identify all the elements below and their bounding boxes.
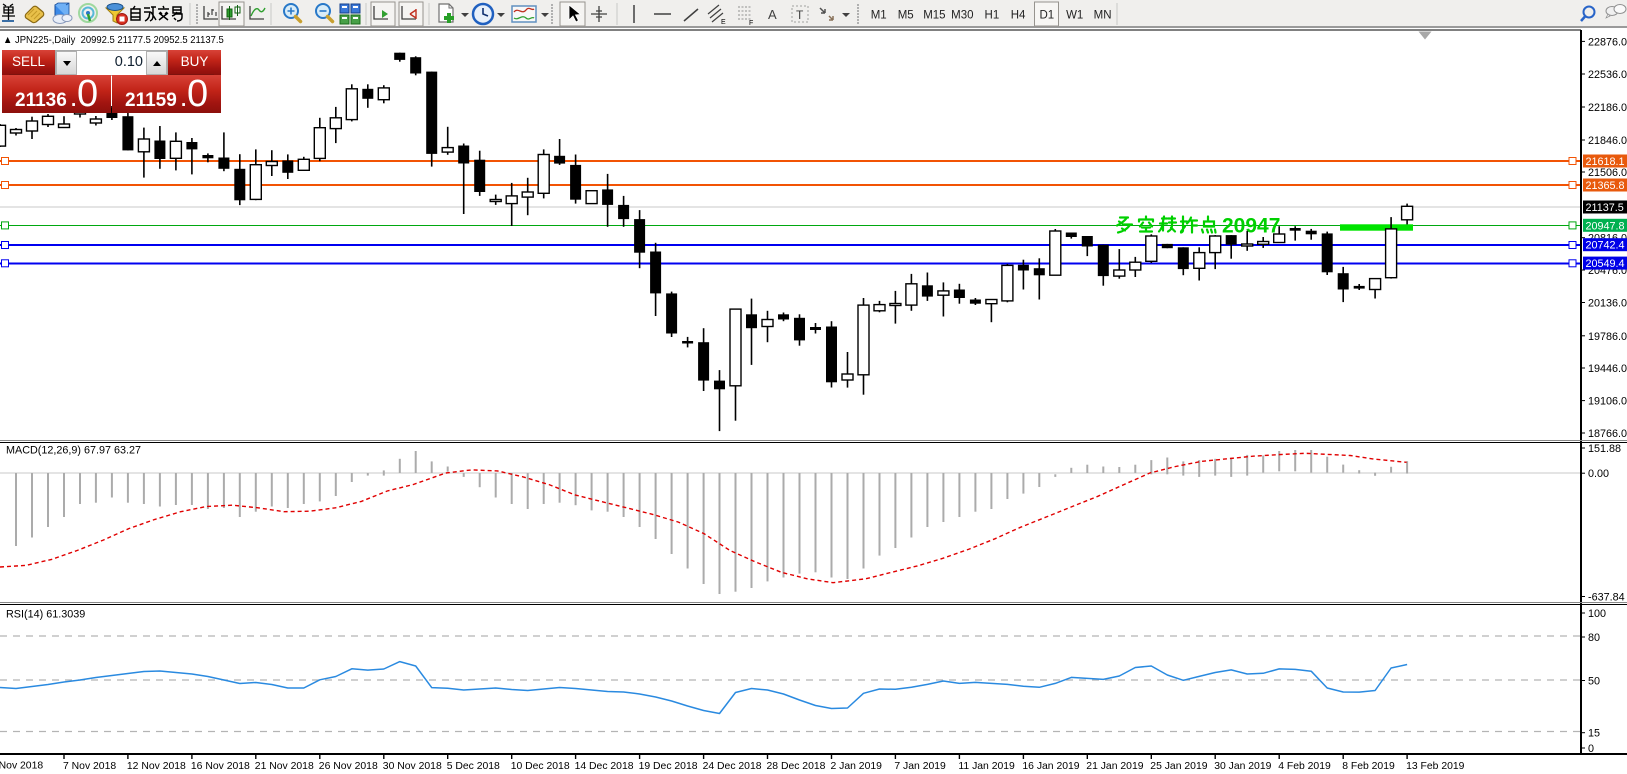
svg-text:D1: D1 xyxy=(1039,10,1054,22)
svg-text:7 Jan 2019: 7 Jan 2019 xyxy=(894,761,946,772)
svg-text:19786.0: 19786.0 xyxy=(1588,331,1627,343)
svg-text:20947.8: 20947.8 xyxy=(1586,220,1625,232)
svg-text:21 Jan 2019: 21 Jan 2019 xyxy=(1086,761,1143,772)
svg-text:A: A xyxy=(768,7,777,22)
svg-text:20136.0: 20136.0 xyxy=(1588,298,1627,310)
svg-text:M15: M15 xyxy=(923,10,945,22)
svg-text:0.00: 0.00 xyxy=(1588,468,1609,480)
svg-text:MN: MN xyxy=(1094,10,1112,22)
svg-text:20549.4: 20549.4 xyxy=(1586,258,1625,270)
svg-text:12 Nov 2018: 12 Nov 2018 xyxy=(127,761,186,772)
svg-text:21618.1: 21618.1 xyxy=(1586,156,1625,168)
svg-text:22876.0: 22876.0 xyxy=(1588,36,1627,48)
svg-text:11 Jan 2019: 11 Jan 2019 xyxy=(958,761,1015,772)
svg-text:30 Nov 2018: 30 Nov 2018 xyxy=(383,761,442,772)
svg-text:20742.4: 20742.4 xyxy=(1586,240,1625,252)
svg-text:18766.0: 18766.0 xyxy=(1588,428,1627,440)
svg-text:19 Dec 2018: 19 Dec 2018 xyxy=(639,761,698,772)
svg-text:F: F xyxy=(749,20,753,27)
svg-text:H1: H1 xyxy=(985,10,1000,22)
svg-text:80: 80 xyxy=(1588,632,1600,644)
svg-text:13 Feb 2019: 13 Feb 2019 xyxy=(1406,761,1465,772)
svg-text:4 Feb 2019: 4 Feb 2019 xyxy=(1278,761,1331,772)
svg-text:22186.0: 22186.0 xyxy=(1588,102,1627,114)
svg-text:W1: W1 xyxy=(1066,10,1083,22)
svg-text:50: 50 xyxy=(1588,676,1600,688)
svg-text:22536.0: 22536.0 xyxy=(1588,69,1627,81)
svg-text:0: 0 xyxy=(1588,743,1594,755)
svg-text:19446.0: 19446.0 xyxy=(1588,363,1627,375)
svg-text:16 Jan 2019: 16 Jan 2019 xyxy=(1022,761,1079,772)
svg-text:E: E xyxy=(721,19,726,26)
svg-text:10 Dec 2018: 10 Dec 2018 xyxy=(511,761,570,772)
svg-text:28 Dec 2018: 28 Dec 2018 xyxy=(767,761,826,772)
svg-text:H4: H4 xyxy=(1011,10,1026,22)
svg-text:25 Jan 2019: 25 Jan 2019 xyxy=(1150,761,1207,772)
svg-text:16 Nov 2018: 16 Nov 2018 xyxy=(191,761,250,772)
svg-text:5 Dec 2018: 5 Dec 2018 xyxy=(447,761,500,772)
svg-text:21846.0: 21846.0 xyxy=(1588,135,1627,147)
svg-text:100: 100 xyxy=(1588,608,1606,620)
svg-text:21365.8: 21365.8 xyxy=(1586,180,1625,192)
svg-text:21 Nov 2018: 21 Nov 2018 xyxy=(255,761,314,772)
svg-text:26 Nov 2018: 26 Nov 2018 xyxy=(319,761,378,772)
svg-text:30 Jan 2019: 30 Jan 2019 xyxy=(1214,761,1271,772)
svg-text:21506.0: 21506.0 xyxy=(1588,167,1627,179)
svg-text:21137.5: 21137.5 xyxy=(1586,202,1624,214)
svg-text:2 Jan 2019: 2 Jan 2019 xyxy=(831,761,883,772)
svg-text:151.88: 151.88 xyxy=(1588,443,1621,455)
svg-text:RSI(14) 61.3039: RSI(14) 61.3039 xyxy=(6,609,85,621)
svg-text:19106.0: 19106.0 xyxy=(1588,396,1627,408)
svg-text:M30: M30 xyxy=(951,10,973,22)
svg-text:MACD(12,26,9) 67.97 63.27: MACD(12,26,9) 67.97 63.27 xyxy=(6,445,141,457)
svg-text:15: 15 xyxy=(1588,728,1600,740)
svg-text:20947: 20947 xyxy=(1222,215,1280,238)
svg-text:7 Nov 2018: 7 Nov 2018 xyxy=(63,761,116,772)
svg-text:-637.84: -637.84 xyxy=(1588,592,1625,604)
svg-text:M5: M5 xyxy=(898,10,914,22)
svg-text:T: T xyxy=(796,8,804,22)
svg-text:14 Dec 2018: 14 Dec 2018 xyxy=(575,761,634,772)
svg-text:8 Feb 2019: 8 Feb 2019 xyxy=(1342,761,1395,772)
svg-text:M1: M1 xyxy=(871,10,887,22)
svg-text:24 Dec 2018: 24 Dec 2018 xyxy=(703,761,762,772)
svg-text:2 Nov 2018: 2 Nov 2018 xyxy=(0,761,43,772)
